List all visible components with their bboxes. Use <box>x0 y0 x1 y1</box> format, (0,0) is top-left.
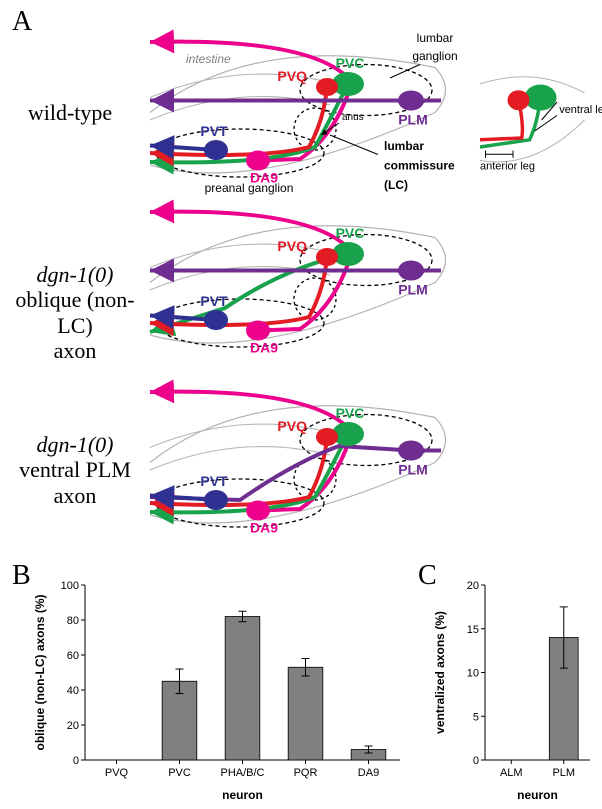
svg-text:preanal ganglion: preanal ganglion <box>205 181 294 195</box>
svg-text:0: 0 <box>73 755 79 767</box>
svg-text:DA9: DA9 <box>358 767 379 779</box>
svg-text:anus: anus <box>342 112 364 123</box>
svg-text:ventralized axons (%): ventralized axons (%) <box>433 611 447 734</box>
svg-text:PVC: PVC <box>336 225 365 241</box>
svg-text:PVC: PVC <box>336 55 365 71</box>
svg-text:5: 5 <box>473 711 479 723</box>
panel-c-chart: 0 5 10 15 20 ALM PLM neuron ventralized axons (%… <box>430 575 600 805</box>
svg-text:0: 0 <box>473 755 479 767</box>
svg-text:PVC: PVC <box>168 767 191 779</box>
svg-text:40: 40 <box>67 685 79 697</box>
svg-text:PVT: PVT <box>200 293 228 309</box>
svg-text:PLM: PLM <box>552 767 575 779</box>
svg-text:neuron: neuron <box>222 788 263 802</box>
svg-text:20: 20 <box>67 720 79 732</box>
svg-text:10: 10 <box>467 668 479 680</box>
svg-text:20: 20 <box>467 580 479 592</box>
svg-text:lumbar: lumbar <box>417 31 454 45</box>
panel-a-diagram: PVC PVQ PLM PVT DA9 intestine anus lumbar gangli… <box>0 0 602 560</box>
svg-text:PQR: PQR <box>294 767 318 779</box>
svg-text:PVT: PVT <box>200 123 228 139</box>
svg-text:15: 15 <box>467 624 479 636</box>
svg-text:PLM: PLM <box>398 462 428 478</box>
panel-b-label: B <box>12 560 31 592</box>
svg-text:neuron: neuron <box>517 788 558 802</box>
panel-b-chart: 0 20 40 60 80 100 PVQ PVC PHA/B/C PQR DA9 neuron obl… <box>30 575 410 805</box>
svg-text:PVQ: PVQ <box>105 767 129 779</box>
svg-text:80: 80 <box>67 615 79 627</box>
svg-text:oblique (non-LC) axons (%): oblique (non-LC) axons (%) <box>33 595 47 751</box>
svg-text:PVQ: PVQ <box>277 238 307 254</box>
svg-text:ventral leg: ventral leg <box>559 104 602 116</box>
svg-text:PVT: PVT <box>200 473 228 489</box>
svg-text:anterior leg: anterior leg <box>480 161 535 173</box>
svg-text:lumbar: lumbar <box>384 139 424 153</box>
svg-text:commissure: commissure <box>384 159 455 173</box>
svg-text:intestine: intestine <box>186 52 231 66</box>
svg-text:PVQ: PVQ <box>277 68 307 84</box>
svg-text:60: 60 <box>67 650 79 662</box>
svg-text:DA9: DA9 <box>250 520 278 536</box>
svg-text:(LC): (LC) <box>384 178 408 192</box>
svg-text:PVQ: PVQ <box>277 418 307 434</box>
svg-text:PLM: PLM <box>398 112 428 128</box>
svg-text:PHA/B/C: PHA/B/C <box>220 767 264 779</box>
svg-text:DA9: DA9 <box>250 340 278 356</box>
svg-text:PVC: PVC <box>336 405 365 421</box>
svg-text:ganglion: ganglion <box>412 49 457 63</box>
svg-text:ALM: ALM <box>500 767 523 779</box>
svg-text:PLM: PLM <box>398 282 428 298</box>
svg-text:100: 100 <box>61 580 79 592</box>
